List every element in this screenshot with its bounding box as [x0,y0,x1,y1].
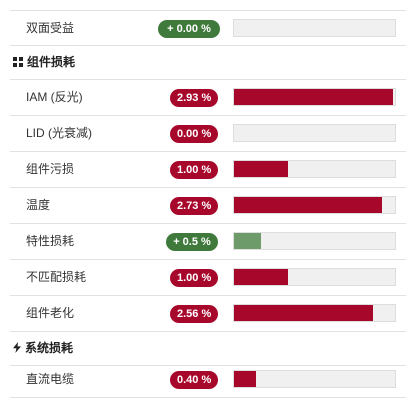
bolt-icon [13,342,21,354]
loss-value-badge: 1.00 % [170,269,218,287]
loss-row-quality: 特性损耗 + 0.5 % [10,224,406,260]
loss-bar-track [233,304,396,322]
loss-bar-track [233,370,396,388]
loss-bar-track [233,124,396,142]
loss-row-soiling: 组件污损 1.00 % [10,152,406,188]
loss-label: 双面受益 [26,21,75,35]
section-title: 组件损耗 [27,55,76,69]
loss-label: IAM (反光) [26,90,83,104]
loss-value-badge: 2.56 % [170,305,218,323]
loss-bar-fill [234,197,382,213]
loss-bar-fill [234,371,256,387]
loss-row-lid: LID (光衰减) 0.00 % [10,116,406,152]
loss-value-badge: 2.93 % [170,89,218,107]
loss-label: 组件污损 [26,162,75,176]
section-module-losses: 组件损耗 [10,46,406,80]
loss-row-temperature: 温度 2.73 % [10,188,406,224]
loss-bar-track [233,268,396,286]
loss-bar-track [233,88,396,106]
loss-label: LID (光衰减) [26,126,93,140]
loss-row-mismatch: 不匹配损耗 1.00 % [10,260,406,296]
loss-value-badge: 0.00 % [170,125,218,143]
loss-row-aging: 组件老化 2.56 % [10,296,406,332]
loss-bar-track [233,19,396,37]
loss-value-badge: + 0.5 % [166,233,218,251]
loss-bar-fill [234,305,373,321]
loss-label: 温度 [26,198,51,212]
loss-row-bifacial: 双面受益 + 0.00 % [10,10,406,46]
loss-value-badge: 1.00 % [170,161,218,179]
loss-value-badge: 0.40 % [170,371,218,389]
loss-label: 直流电缆 [26,372,75,386]
loss-value-badge: + 0.00 % [158,20,220,38]
loss-label: 特性损耗 [26,234,75,248]
loss-label: 组件老化 [26,306,75,320]
loss-bar-track [233,160,396,178]
loss-label: 不匹配损耗 [26,270,87,284]
loss-bar-fill [234,269,289,285]
loss-bar-track [233,232,396,250]
grid-icon [13,56,23,67]
loss-bar-fill [234,233,262,249]
loss-bar-fill [234,89,393,105]
loss-value-badge: 2.73 % [170,197,218,215]
loss-row-iam: IAM (反光) 2.93 % [10,80,406,116]
section-system-losses: 系统损耗 [10,332,406,366]
loss-bar-fill [234,161,289,177]
section-title: 系统损耗 [25,341,74,355]
loss-bar-track [233,196,396,214]
loss-row-dc-cable: 直流电缆 0.40 % [10,362,406,398]
